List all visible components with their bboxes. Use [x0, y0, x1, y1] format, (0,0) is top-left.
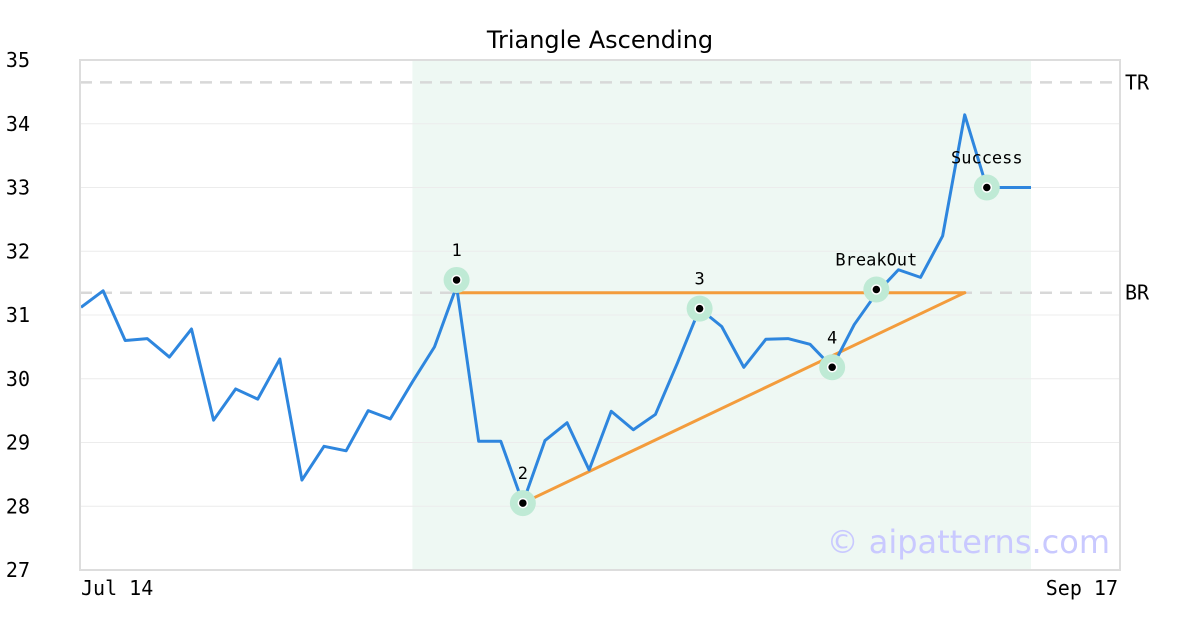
pattern-point-label: Success — [951, 149, 1023, 169]
pattern-point-label: 1 — [451, 241, 461, 261]
y-tick-label: 30 — [6, 367, 30, 391]
y-tick-label: 31 — [6, 303, 30, 327]
reference-label: TR — [1125, 70, 1150, 94]
x-tick-label: Sep 17 — [1046, 576, 1118, 600]
plot-frame — [79, 59, 1121, 571]
pattern-point-label: 3 — [694, 270, 704, 290]
pattern-point-marker — [517, 497, 529, 509]
trend-line — [521, 291, 967, 505]
pattern-point-marker — [694, 303, 705, 314]
pattern-point-marker — [826, 362, 838, 373]
reference-label: BR — [1125, 281, 1150, 305]
pattern-point-label: 2 — [518, 464, 528, 484]
y-tick-label: 27 — [6, 558, 30, 582]
y-tick-label: 29 — [6, 431, 30, 455]
y-tick-label: 28 — [6, 494, 30, 518]
y-tick-label: 32 — [6, 239, 30, 263]
y-tick-label: 34 — [6, 112, 30, 136]
pattern-point-label: BreakOut — [835, 251, 917, 271]
pattern-point-marker — [981, 182, 993, 193]
chart-title: Triangle Ascending — [486, 26, 713, 54]
y-tick-label: 35 — [6, 48, 30, 72]
pattern-point-label: 4 — [827, 328, 837, 348]
pattern-point-marker — [451, 274, 462, 286]
pattern-point-marker — [871, 284, 882, 295]
x-tick-label: Jul 14 — [81, 576, 153, 600]
watermark: © aipatterns.com — [827, 523, 1110, 561]
y-tick-label: 33 — [6, 176, 30, 200]
